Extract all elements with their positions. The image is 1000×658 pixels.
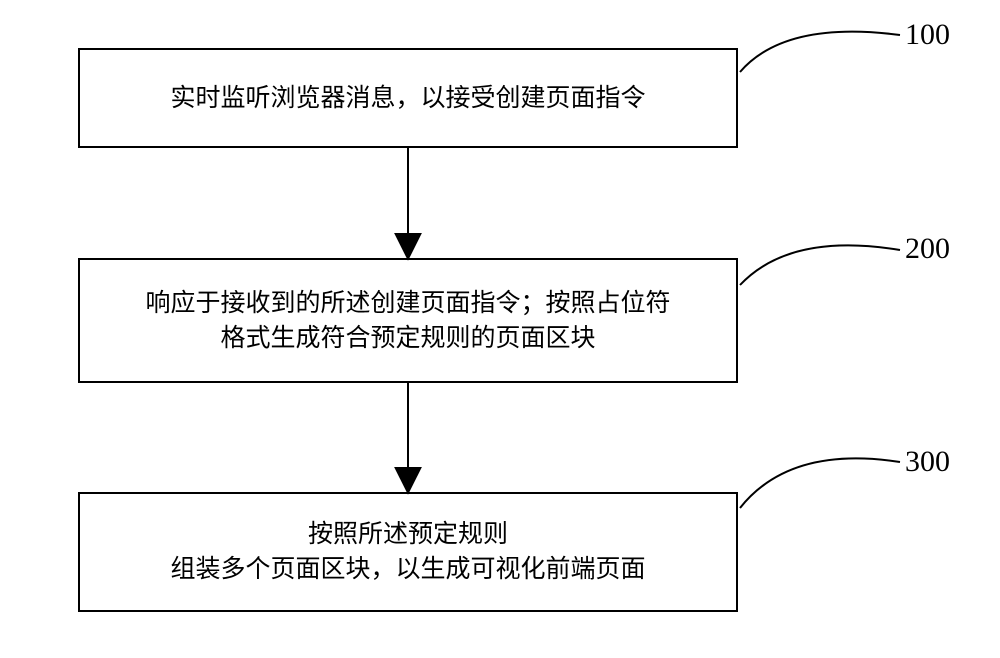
connector-layer bbox=[0, 0, 1000, 658]
leader-line bbox=[740, 32, 900, 72]
leader-line bbox=[740, 245, 900, 285]
diagram-canvas: 实时监听浏览器消息，以接受创建页面指令响应于接收到的所述创建页面指令；按照占位符… bbox=[0, 0, 1000, 658]
leader-line bbox=[740, 458, 900, 508]
